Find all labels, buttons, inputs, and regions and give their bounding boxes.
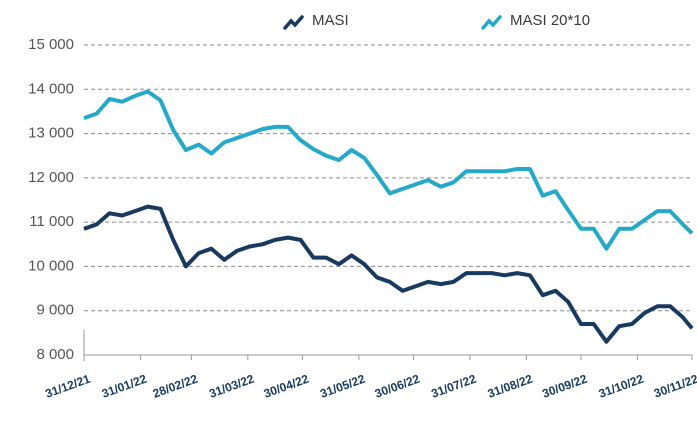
x-tick-label: 30/11/22 xyxy=(652,372,697,401)
series-line xyxy=(83,204,694,344)
x-tick-label: 31/01/22 xyxy=(100,372,149,401)
legend-label: MASI xyxy=(312,12,349,29)
legend-icon xyxy=(481,15,502,30)
y-tick-label: 15 000 xyxy=(28,36,74,53)
x-tick-label: 30/06/22 xyxy=(373,372,422,401)
y-tick-label: 12 000 xyxy=(28,169,74,186)
x-tick-label: 31/03/22 xyxy=(207,372,256,401)
x-tick-label: 30/09/22 xyxy=(540,372,589,401)
x-tick-label: 31/05/22 xyxy=(318,372,367,401)
y-tick-label: 9 000 xyxy=(36,302,74,319)
y-tick-label: 13 000 xyxy=(28,125,74,142)
legend-label: MASI 20*10 xyxy=(510,12,590,29)
x-tick-label: 31/10/22 xyxy=(597,372,646,401)
series-line xyxy=(83,89,694,251)
x-tick-label: 30/04/22 xyxy=(262,372,311,401)
y-tick-label: 14 000 xyxy=(28,80,74,97)
x-tick-label: 31/12/21 xyxy=(43,372,92,401)
legend-icon xyxy=(283,15,304,30)
y-tick-label: 10 000 xyxy=(28,257,74,274)
x-tick-label: 31/07/22 xyxy=(429,372,478,401)
x-tick-label: 31/08/22 xyxy=(486,372,535,401)
x-tick-label: 28/02/22 xyxy=(151,372,200,401)
y-tick-label: 11 000 xyxy=(29,213,74,230)
y-tick-label: 8 000 xyxy=(36,346,74,363)
